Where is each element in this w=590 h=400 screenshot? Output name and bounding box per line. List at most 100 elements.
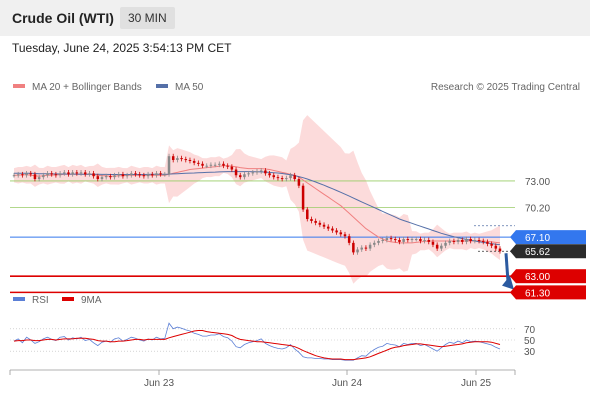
- rsi-ma-legend-swatch: [62, 297, 74, 301]
- candle-body: [431, 241, 435, 245]
- x-axis: Jun 23 Jun 24 Jun 25: [9, 369, 516, 389]
- candle-body: [444, 242, 447, 246]
- candle-body: [364, 247, 368, 249]
- instrument-title: Crude Oil (WTI): [12, 10, 114, 26]
- candle-body: [465, 239, 468, 242]
- rsi-legend-label: RSI: [32, 295, 49, 306]
- candle-body: [419, 239, 422, 241]
- candle-body: [159, 173, 162, 175]
- candle-body: [339, 232, 343, 235]
- candle-body: [138, 174, 141, 176]
- candle-body: [410, 239, 414, 241]
- candle-body: [394, 239, 397, 241]
- level-label: 73.00: [525, 177, 550, 188]
- ma20-legend-swatch: [13, 84, 25, 88]
- candlestick-series: [12, 153, 514, 290]
- candle-body: [435, 244, 439, 249]
- candle-body: [414, 239, 418, 241]
- candle-body: [16, 174, 20, 176]
- bollinger-band-layer: [14, 115, 500, 284]
- price-tag-last: [516, 244, 586, 259]
- candle-body: [314, 220, 317, 223]
- candle-body: [461, 240, 464, 242]
- chart-datetime: Tuesday, June 24, 2025 3:54:13 PM CET: [12, 41, 232, 55]
- level-label: 70.20: [525, 204, 550, 215]
- price-tag-pointer: [510, 244, 516, 259]
- candle-body: [259, 170, 263, 172]
- ma20-legend-label: MA 20 + Bollinger Bands: [32, 82, 142, 93]
- candle-body: [155, 173, 158, 176]
- price-tag-label: 61.30: [525, 288, 550, 299]
- x-tick-label: Jun 24: [332, 378, 362, 389]
- candle-body: [326, 226, 330, 229]
- forecast-arrow-head: [502, 275, 514, 290]
- candle-body: [352, 242, 355, 253]
- candle-body: [88, 173, 91, 175]
- candle-body: [289, 175, 292, 179]
- candle-body: [218, 163, 221, 165]
- candle-body: [121, 174, 125, 177]
- candle-body: [201, 163, 204, 166]
- candle-body: [226, 165, 229, 167]
- candle-body: [389, 238, 393, 240]
- candle-body: [247, 173, 250, 175]
- candle-body: [146, 174, 150, 177]
- candle-body: [176, 158, 179, 160]
- candle-body: [238, 175, 242, 178]
- candle-body: [46, 173, 49, 176]
- candle-body: [209, 164, 213, 166]
- candle-body: [285, 178, 288, 180]
- rsi-ma-line: [13, 330, 501, 361]
- candle-body: [96, 176, 100, 180]
- candle-body: [63, 172, 66, 174]
- candle-body: [469, 239, 472, 241]
- rsi-tick-label: 70: [524, 325, 536, 336]
- candle-body: [234, 169, 238, 176]
- rsi-tick-label: 30: [524, 347, 536, 358]
- candle-body: [347, 236, 351, 243]
- candle-body: [188, 160, 192, 161]
- level-lines: [10, 180, 515, 294]
- candle-body: [481, 240, 485, 242]
- candle-body: [293, 175, 296, 180]
- price-tag-label: 67.10: [525, 233, 550, 244]
- rsi-tick-label: 50: [524, 336, 536, 347]
- candle-body: [272, 175, 276, 178]
- candle-body: [490, 243, 493, 246]
- candle-body: [33, 174, 37, 180]
- candle-body: [477, 240, 481, 241]
- candle-body: [171, 156, 175, 160]
- candle-body: [251, 172, 255, 174]
- candle-body: [100, 177, 104, 180]
- candle-body: [360, 247, 363, 250]
- candle-body: [452, 240, 456, 242]
- candle-body: [243, 174, 246, 178]
- candle-body: [113, 175, 116, 178]
- candle-body: [331, 228, 334, 231]
- candle-body: [356, 249, 359, 253]
- candle-body: [12, 175, 16, 177]
- candle-body: [67, 172, 70, 175]
- price-tag-pivot: [516, 230, 586, 245]
- candle-body: [494, 245, 498, 249]
- price-tag-label: 65.62: [525, 247, 550, 258]
- candle-body: [230, 166, 234, 170]
- candle-body: [343, 234, 347, 237]
- candle-body: [280, 178, 284, 180]
- timeframe-button[interactable]: 30 MIN: [120, 7, 175, 29]
- candle-body: [54, 174, 58, 176]
- candle-body: [180, 158, 183, 160]
- candle-body: [213, 164, 217, 166]
- price-tag-pointer: [510, 230, 516, 245]
- candle-body: [301, 185, 305, 210]
- candle-body: [456, 240, 460, 242]
- candle-body: [402, 239, 405, 242]
- candle-body: [21, 174, 24, 176]
- candle-body: [134, 173, 137, 175]
- candle-body: [29, 173, 33, 175]
- price-tag-label: 63.00: [525, 272, 550, 283]
- candle-body: [306, 209, 309, 220]
- x-tick-label: Jun 23: [144, 378, 174, 389]
- ma50-legend-swatch: [156, 84, 168, 88]
